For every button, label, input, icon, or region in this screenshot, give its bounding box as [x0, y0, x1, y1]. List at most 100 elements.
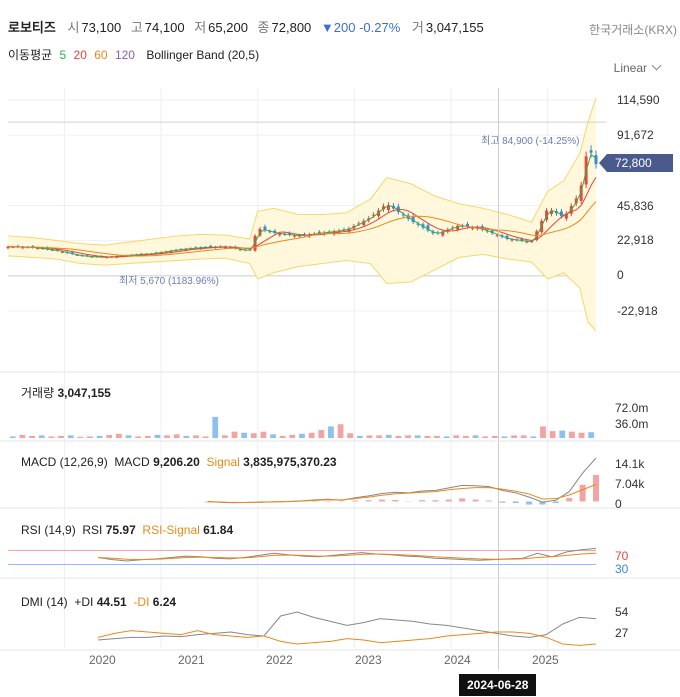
- high-value: 74,100: [144, 20, 185, 35]
- candle-body: [293, 235, 297, 237]
- price-tick-0: 114,590: [617, 93, 660, 107]
- x-tick-2024: 2024: [444, 653, 471, 667]
- macd-histogram-bar: [499, 501, 506, 503]
- price-tick-2: 45,836: [617, 199, 654, 213]
- macd-panel-label: MACD (12,26,9) MACD 9,206.20 Signal 3,83…: [21, 455, 337, 469]
- volume-bar: [337, 424, 344, 438]
- rsi-tick-70: 70: [615, 549, 629, 563]
- volume-bar: [106, 434, 113, 438]
- price-tick-4: 0: [617, 268, 624, 282]
- candle-body: [75, 254, 79, 256]
- volume-bar: [366, 435, 373, 438]
- candle-body: [411, 216, 415, 222]
- volume-bar: [279, 435, 286, 438]
- candle-body: [466, 223, 469, 227]
- volume-bar: [501, 436, 508, 438]
- ma120-legend[interactable]: 120: [114, 48, 135, 62]
- volume-bar: [405, 435, 411, 438]
- candle-body: [169, 250, 173, 253]
- volume-bar: [9, 436, 16, 438]
- volume-bar: [48, 436, 55, 438]
- volume-bar: [115, 433, 122, 438]
- volume-bar: [77, 436, 84, 438]
- macd-histogram-bar: [378, 499, 385, 502]
- ma5-legend[interactable]: 5: [59, 48, 67, 62]
- open-label: 시: [67, 20, 80, 35]
- volume-bar: [453, 435, 460, 438]
- candle-body: [317, 231, 321, 234]
- volume-value: 3,047,155: [425, 20, 484, 35]
- macd-histogram-bar: [432, 500, 439, 502]
- scale-label: Linear: [613, 61, 647, 75]
- candle-body: [579, 185, 583, 201]
- bollinger-legend[interactable]: Bollinger Band (20,5): [146, 48, 260, 62]
- candle-body: [480, 226, 484, 230]
- price-header: 로보티즈 시 73,100 고 74,100 저 65,200 종 72,800 ▼20…: [8, 17, 490, 36]
- open-value: 73,100: [81, 20, 122, 35]
- volume-bar: [144, 435, 151, 438]
- candle-body: [382, 206, 385, 210]
- volume-bar: [328, 426, 334, 438]
- candle-body: [510, 239, 514, 241]
- macd-histogram-bar: [472, 499, 479, 502]
- ma60-legend[interactable]: 60: [94, 48, 108, 62]
- macd-histogram-bar: [485, 500, 492, 502]
- candle-body: [263, 226, 267, 231]
- candle-body: [520, 238, 524, 241]
- candle-body: [485, 230, 489, 232]
- volume-bar: [434, 435, 440, 438]
- scale-dropdown[interactable]: Linear: [613, 60, 662, 75]
- candle-body: [559, 211, 563, 217]
- candle-body: [505, 235, 509, 239]
- candle-body: [362, 220, 366, 226]
- candle-body: [426, 225, 430, 231]
- candle-body: [401, 214, 405, 216]
- volume-bar: [414, 435, 421, 438]
- macd-histogram-bar: [593, 474, 599, 502]
- volume-bar: [212, 416, 219, 438]
- volume-bar: [135, 436, 142, 438]
- volume-bar: [67, 435, 74, 438]
- candle-body: [209, 245, 213, 248]
- candle-body: [11, 246, 15, 248]
- high-label: 고: [130, 20, 143, 35]
- volume-bar: [164, 435, 170, 438]
- candle-body: [51, 249, 54, 251]
- candle-body: [372, 214, 376, 216]
- candle-body: [387, 205, 390, 210]
- current-price-tag: 72,800: [599, 154, 673, 172]
- volume-bar: [183, 435, 190, 438]
- macd-histogram-bar: [365, 500, 372, 502]
- volume-bar: [125, 435, 132, 438]
- macd-histogram-bar: [566, 498, 573, 502]
- candle-body: [6, 246, 10, 249]
- volume-bar: [270, 434, 276, 438]
- close-value: 72,800: [271, 20, 312, 35]
- ma20-legend[interactable]: 20: [73, 48, 87, 62]
- volume-bar: [395, 435, 402, 438]
- x-tick-2022: 2022: [266, 653, 293, 667]
- volume-bar: [462, 435, 469, 438]
- price-tick-3: 22,918: [617, 233, 654, 247]
- macd-tick-1: 7.04k: [615, 477, 645, 491]
- volume-bar: [221, 435, 228, 438]
- exchange-label: 한국거래소(KRX): [589, 23, 677, 37]
- volume-bar: [154, 434, 161, 438]
- ma5-line: [7, 153, 597, 258]
- bollinger-upper-line: [7, 97, 597, 246]
- candle-body: [495, 235, 499, 237]
- macd-histogram-bar: [539, 501, 546, 505]
- crosshair-date-tooltip: 2024-06-28: [459, 674, 537, 696]
- bollinger-band-fill: [8, 97, 596, 332]
- price-tick-1: 91,672: [617, 128, 654, 142]
- candle-body: [594, 155, 598, 165]
- candle-body: [283, 234, 287, 236]
- macd-histogram-bar: [352, 500, 359, 502]
- x-tick-2021: 2021: [178, 653, 205, 667]
- volume-bar: [87, 436, 93, 438]
- candle-body: [441, 231, 445, 236]
- macd-histogram-bar: [579, 484, 586, 502]
- volume-bar: [299, 433, 305, 438]
- candle-body: [36, 248, 40, 250]
